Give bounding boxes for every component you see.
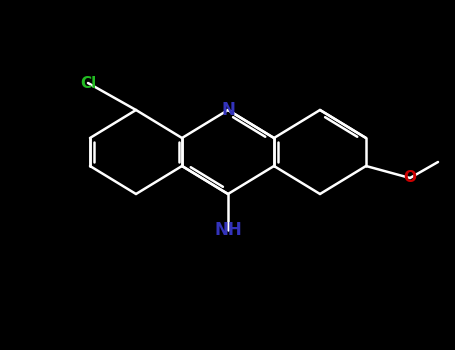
Text: N: N xyxy=(221,101,235,119)
Text: O: O xyxy=(404,170,416,186)
Text: Cl: Cl xyxy=(80,76,96,91)
Text: NH: NH xyxy=(214,221,242,239)
